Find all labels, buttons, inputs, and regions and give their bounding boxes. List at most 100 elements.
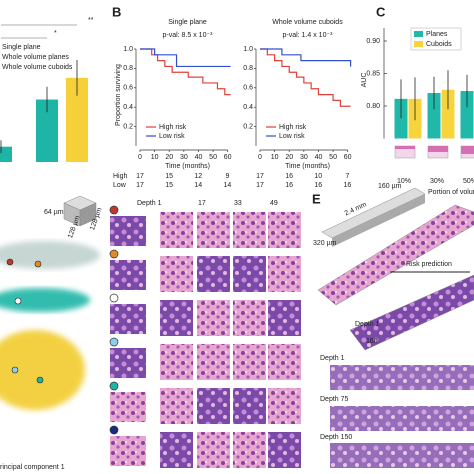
x-tick-label: 40 — [315, 154, 323, 161]
y-tick-label: 0.4 — [243, 104, 253, 111]
y-axis-title: AUC — [361, 73, 368, 88]
chart-title: Whole volume cuboids — [272, 19, 343, 26]
histology-tile — [233, 212, 266, 248]
cube-image — [110, 392, 146, 422]
dim-label: 320 µm — [313, 240, 337, 247]
y-tick-label: 0.4 — [123, 104, 133, 111]
y-axis-title: Proportion surviving — [115, 64, 122, 126]
histology-tile — [160, 344, 193, 380]
x-tick-label: 20 — [165, 154, 173, 161]
depth-label: 17 — [198, 200, 206, 207]
arrow-label: Risk prediction — [406, 261, 452, 268]
chart-title: Single plane — [168, 19, 207, 26]
histology-tile — [268, 344, 301, 380]
risk-table-value: 14 — [224, 182, 232, 189]
x-tick-label: 60 — [224, 154, 232, 161]
risk-table-value: 7 — [345, 173, 349, 180]
y-tick-label: 0.85 — [366, 70, 380, 77]
survival-curve — [140, 48, 231, 68]
y-tick-label: 0.2 — [123, 123, 133, 130]
x-axis-title: Time (months) — [285, 163, 330, 170]
x-tick-label: 30% — [430, 178, 444, 185]
histology-tile — [197, 344, 230, 380]
cube-icons — [394, 145, 474, 159]
histology-tile — [233, 256, 266, 292]
cube-image — [110, 304, 146, 334]
bar — [460, 91, 474, 139]
risk-table-value: 12 — [194, 173, 202, 180]
x-tick-label: 50% — [463, 178, 474, 185]
x-tick-label: 0 — [138, 154, 142, 161]
histology-tile — [197, 432, 230, 468]
legend-box — [410, 27, 462, 51]
panel-label: E — [312, 191, 321, 206]
risk-table-label: Low — [113, 182, 127, 189]
survival-curve — [260, 48, 351, 107]
marker-ring — [109, 293, 119, 303]
legend-label: High risk — [279, 124, 307, 131]
x-tick-label: 60 — [344, 154, 352, 161]
legend-label: Whole volume planes — [2, 54, 69, 61]
panel-e: 160 µm 2.4 mm 320 µm Risk prediction Dep… — [313, 183, 474, 468]
histology-tile — [160, 256, 193, 292]
strip-label: Depth 1 — [320, 355, 345, 362]
cube-image — [110, 436, 146, 466]
histology-tile — [197, 300, 230, 336]
risk-table-value: 17 — [136, 182, 144, 189]
marker-ring — [109, 249, 119, 259]
histology-tile — [197, 256, 230, 292]
marker-ring — [109, 337, 119, 347]
chart-subtitle: p-val: 1.4 x 10⁻³ — [283, 32, 334, 39]
x-tick-label: 20 — [285, 154, 293, 161]
y-tick-label: 0.80 — [366, 103, 380, 110]
cube-image — [110, 260, 146, 290]
legend-label: Low risk — [159, 133, 185, 140]
bar — [0, 146, 12, 162]
histology-tile — [233, 388, 266, 424]
annotation: ** — [88, 17, 94, 24]
cube-image — [110, 348, 146, 378]
risk-table-label: High — [113, 173, 128, 180]
inset-label: 160 — [366, 338, 378, 345]
x-tick-label: 10 — [151, 154, 159, 161]
depth-label: Depth 1 — [137, 200, 162, 207]
marker-ring — [109, 425, 119, 435]
histology-tile — [268, 432, 301, 468]
histology-tile — [268, 212, 301, 248]
legend-label: Whole volume cuboids — [2, 64, 73, 71]
risk-table-value: 14 — [194, 182, 202, 189]
y-tick-label: 0.2 — [243, 123, 253, 130]
risk-table-value: 17 — [136, 173, 144, 180]
x-tick-label: 40 — [195, 154, 203, 161]
histology-tile — [233, 344, 266, 380]
legend-swatch — [414, 41, 423, 47]
chart-subtitle: p-val: 8.5 x 10⁻³ — [163, 32, 214, 39]
y-tick-label: 1.0 — [123, 46, 133, 53]
survival-curve — [260, 48, 352, 67]
risk-table-value: 17 — [256, 173, 264, 180]
histology-tile — [268, 256, 301, 292]
marker-ring — [109, 205, 119, 215]
x-tick-label: 0 — [258, 154, 262, 161]
bar — [441, 89, 455, 139]
y-tick-label: 0.90 — [366, 38, 380, 45]
legend-label: Single plane — [2, 44, 41, 51]
histology-tile — [160, 388, 193, 424]
histology-tile — [233, 300, 266, 336]
histology-tile — [160, 212, 193, 248]
bar — [36, 99, 58, 162]
x-tick-label: 50 — [209, 154, 217, 161]
annotation: * — [54, 30, 57, 37]
legend-label: Cuboids — [426, 41, 452, 48]
marker-ring — [109, 381, 119, 391]
risk-table-value: 16 — [344, 182, 352, 189]
risk-table-value: 9 — [225, 173, 229, 180]
risk-table-value: 10 — [314, 173, 322, 180]
legend-label: High risk — [159, 124, 187, 131]
y-tick-label: 0.6 — [123, 85, 133, 92]
depth-label: 49 — [270, 200, 278, 207]
cube-image — [110, 216, 146, 246]
risk-table-value: 16 — [314, 182, 322, 189]
bar — [394, 98, 408, 139]
